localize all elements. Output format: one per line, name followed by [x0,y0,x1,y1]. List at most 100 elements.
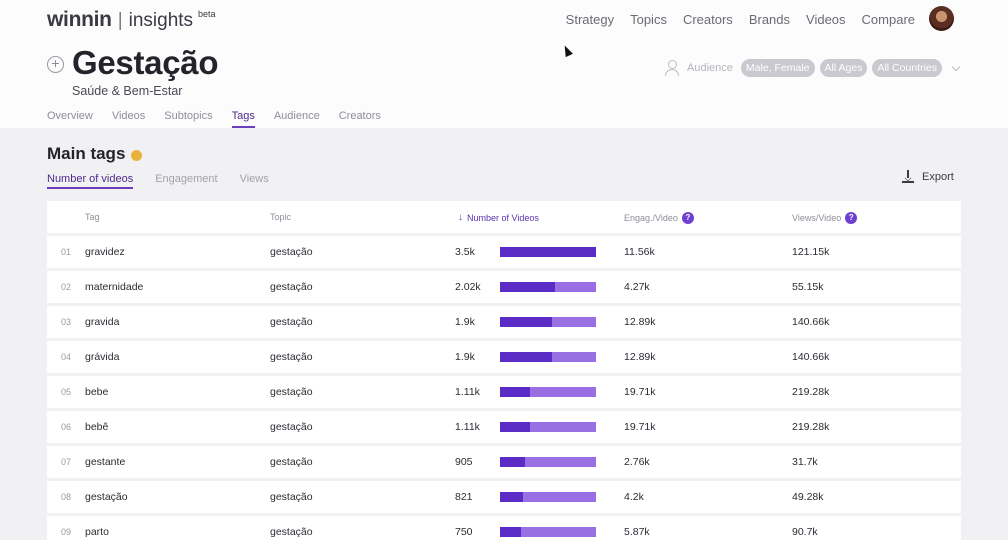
nav-topics[interactable]: Topics [630,12,667,27]
video-count-bar-fill [500,422,530,432]
row-rank: 01 [61,247,72,257]
country-filter-chip[interactable]: All Countries [872,59,942,77]
column-header-videos[interactable]: ↓ Number of Videos [458,212,539,223]
video-count-bar [500,387,596,397]
top-bar: winnin | insights beta Strategy Topics C… [0,0,1008,40]
row-views: 49.28k [792,491,824,503]
info-icon[interactable] [131,150,142,161]
row-topic: gestação [270,246,313,258]
tab-overview[interactable]: Overview [47,110,93,122]
row-engagement: 19.71k [624,421,656,433]
column-label-videos: Number of Videos [467,212,539,223]
add-topic-button[interactable]: + [47,56,64,73]
row-topic: gestação [270,316,313,328]
column-header-topic[interactable]: Topic [270,212,291,222]
video-count-bar [500,247,596,257]
row-tag: maternidade [85,281,144,293]
row-tag: gestante [85,456,126,468]
row-video-count: 2.02k [455,281,481,293]
tab-videos[interactable]: Videos [111,110,146,122]
row-topic: gestação [270,386,313,398]
row-rank: 07 [61,457,72,467]
nav-creators[interactable]: Creators [682,12,733,27]
video-count-bar-fill [500,387,530,397]
subtab-engagement[interactable]: Engagement [155,173,218,185]
main-nav: Strategy Topics Creators Brands Videos C… [566,12,915,27]
row-rank: 03 [61,317,72,327]
beta-badge: beta [198,9,216,19]
row-tag: bebe [85,386,109,398]
table-row[interactable]: 02 maternidade gestação 2.02k 4.27k 55.15k [47,271,961,303]
tab-subtopics[interactable]: Subtopics [164,110,213,122]
row-topic: gestação [270,281,313,293]
row-engagement: 4.27k [624,281,650,293]
row-engagement: 11.56k [624,246,655,258]
row-views: 140.66k [792,351,830,363]
tab-tags[interactable]: Tags [231,110,256,128]
logo-sub-text: insights [128,10,194,31]
tags-table-body: 01 gravidez gestação 3.5k 11.56k 121.15k 02 mat… [47,236,961,540]
row-topic: gestação [270,421,313,433]
row-tag: parto [85,526,109,538]
row-engagement: 12.89k [624,316,656,328]
export-button[interactable]: Export [902,170,954,183]
row-rank: 05 [61,387,72,397]
video-count-bar [500,527,596,537]
video-count-bar [500,492,596,502]
row-views: 31.7k [792,456,818,468]
column-header-engagement[interactable]: Engag./Video ? [624,212,694,224]
table-row[interactable]: 09 parto gestação 750 5.87k 90.7k [47,516,961,540]
page-title: Gestação [72,44,219,81]
table-row[interactable]: 06 bebê gestação 1.11k 19.71k 219.28k [47,411,961,443]
tab-creators[interactable]: Creators [338,110,381,122]
audience-filters: Audience Male, Female All Ages All Count… [665,59,963,77]
row-engagement: 19.71k [624,386,656,398]
sort-descending-icon: ↓ [458,212,463,223]
table-row[interactable]: 07 gestante gestação 905 2.76k 31.7k [47,446,961,478]
chevron-down-icon[interactable] [951,62,961,71]
video-count-bar [500,282,596,292]
row-video-count: 1.9k [455,351,475,363]
row-views: 219.28k [792,386,830,398]
row-video-count: 750 [455,526,473,538]
user-avatar[interactable] [929,6,954,31]
tab-audience[interactable]: Audience [273,110,320,122]
table-row[interactable]: 03 gravida gestação 1.9k 12.89k 140.66k [47,306,961,338]
row-topic: gestação [270,526,313,538]
logo-separator: | [117,10,123,31]
subtab-views[interactable]: Views [239,173,269,185]
app-logo[interactable]: winnin | insights beta [47,8,216,32]
column-label-tag: Tag [85,212,100,222]
subtab-number-of-videos[interactable]: Number of videos [47,173,134,189]
row-rank: 08 [61,492,72,502]
row-engagement: 5.87k [624,526,650,538]
column-label-engagement: Engag./Video [624,213,678,223]
audience-label: Audience [687,62,733,74]
row-views: 219.28k [792,421,830,433]
page-subtitle: Saúde & Bem-Estar [72,84,183,98]
age-filter-chip[interactable]: All Ages [819,59,868,77]
column-header-tag[interactable]: Tag [85,212,100,222]
table-row[interactable]: 01 gravidez gestação 3.5k 11.56k 121.15k [47,236,961,268]
nav-compare[interactable]: Compare [861,12,915,27]
row-rank: 09 [61,527,72,537]
table-row[interactable]: 05 bebe gestação 1.11k 19.71k 219.28k [47,376,961,408]
table-row[interactable]: 04 grávida gestação 1.9k 12.89k 140.66k [47,341,961,373]
nav-brands[interactable]: Brands [748,12,791,27]
video-count-bar-fill [500,492,523,502]
table-row[interactable]: 08 gestação gestação 821 4.2k 49.28k [47,481,961,513]
video-count-bar-fill [500,317,552,327]
video-count-bar-fill [500,247,596,257]
column-header-views[interactable]: Views/Video ? [792,212,858,224]
nav-videos[interactable]: Videos [806,12,846,27]
row-views: 121.15k [792,246,830,258]
row-views: 90.7k [792,526,818,538]
help-icon[interactable]: ? [845,212,858,224]
nav-strategy[interactable]: Strategy [565,12,615,27]
gender-filter-chip[interactable]: Male, Female [740,59,815,77]
download-icon [902,170,914,183]
video-count-bar [500,422,596,432]
row-tag: gravida [85,316,120,328]
help-icon[interactable]: ? [681,212,694,224]
row-video-count: 1.11k [455,421,480,433]
